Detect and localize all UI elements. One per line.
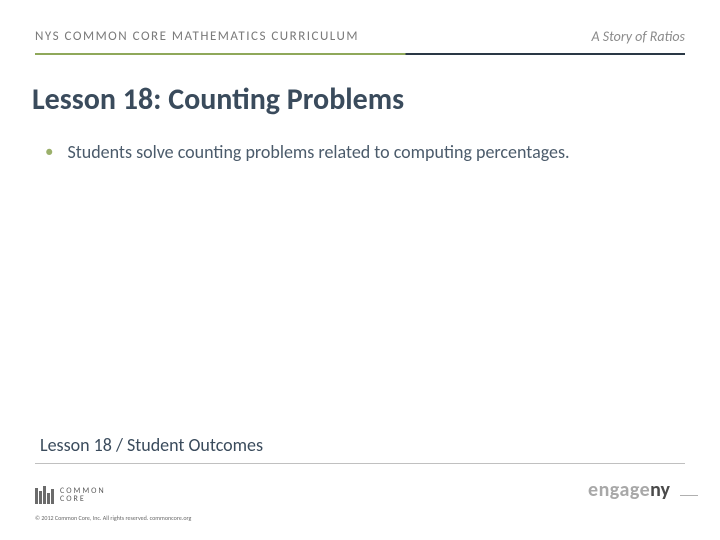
bullet-icon: • [45,142,53,162]
engage-text: engage [588,478,650,502]
logo-bar [51,489,54,504]
slide-header: NYS COMMON CORE MATHEMATICS CURRICULUM A… [0,0,720,53]
engageny-logo: engageny [588,478,670,502]
logo-bar [43,486,46,504]
logo-line2: CORE [60,495,106,503]
logo-text: COMMON CORE [60,487,106,503]
logo-bars-icon [35,486,54,504]
slide-footer: COMMON CORE © 2012 Common Core, Inc. All… [0,468,720,540]
list-item: • Students solve counting problems relat… [45,142,685,164]
common-core-logo: COMMON CORE [35,486,106,504]
logo-bar [47,493,50,504]
bullet-list: • Students solve counting problems relat… [0,128,720,164]
story-label: A Story of Ratios [592,28,685,45]
lesson-title: Lesson 18: Counting Problems [0,55,720,128]
section-divider [35,463,685,464]
logo-bar [39,491,42,504]
logo-bar [35,488,38,504]
engage-ny-text: ny [650,478,670,502]
bullet-text: Students solve counting problems related… [67,142,569,164]
section-label: Lesson 18 / Student Outcomes [40,434,263,456]
page-mark-icon [680,495,698,496]
curriculum-label: NYS COMMON CORE MATHEMATICS CURRICULUM [35,29,359,44]
copyright-text: © 2012 Common Core, Inc. All rights rese… [35,514,191,522]
